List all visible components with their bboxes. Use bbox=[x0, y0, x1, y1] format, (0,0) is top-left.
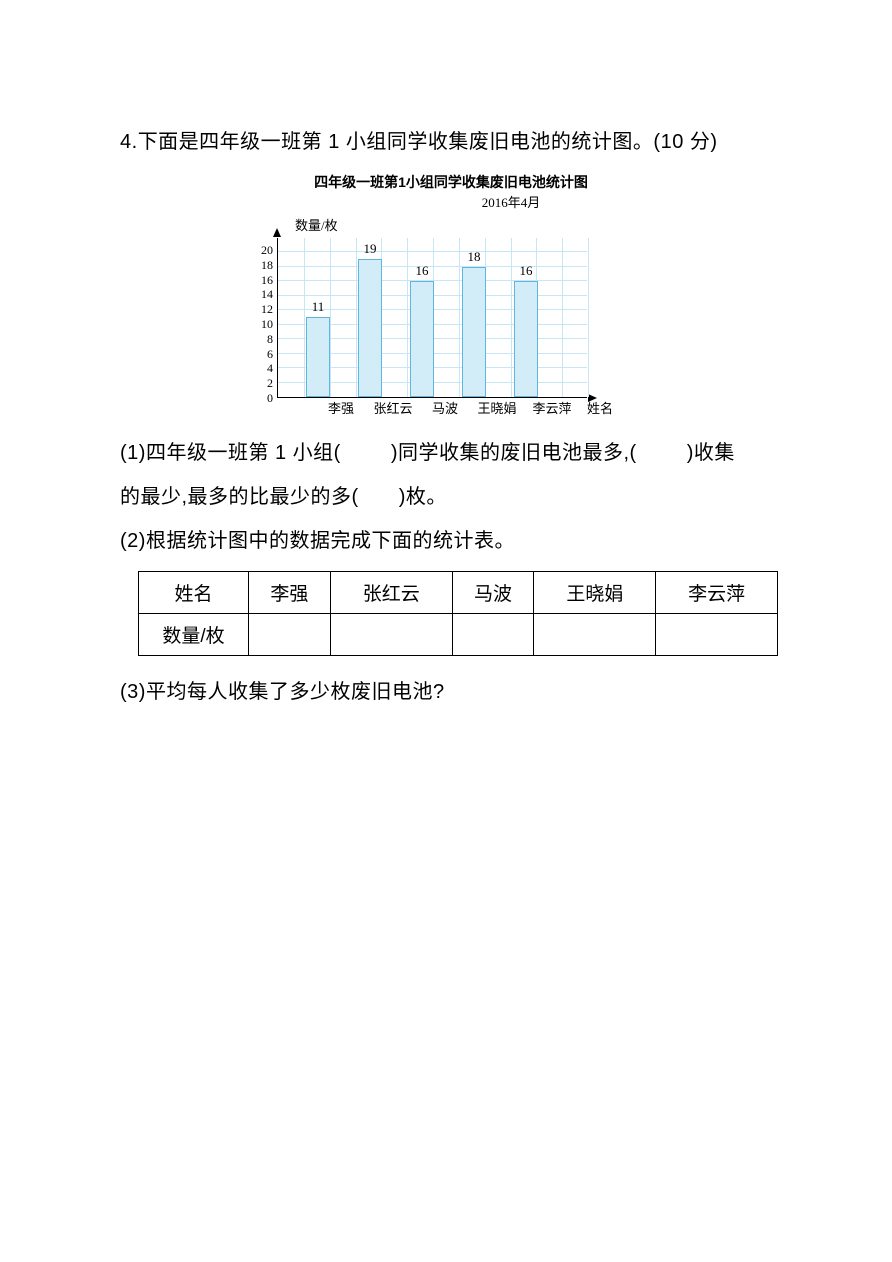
gridline-v bbox=[511, 238, 512, 397]
header-label: 姓名 bbox=[139, 572, 249, 614]
col-2: 马波 bbox=[452, 572, 534, 614]
x-tick: 李云萍 bbox=[523, 398, 581, 417]
y-tick: 4 bbox=[267, 361, 273, 375]
y-tick: 16 bbox=[261, 273, 273, 287]
bar bbox=[410, 281, 434, 397]
y-tick: 2 bbox=[267, 376, 273, 390]
bar bbox=[514, 281, 538, 397]
x-axis-arrow-icon bbox=[588, 394, 597, 402]
y-tick: 14 bbox=[261, 287, 273, 301]
gridline-v bbox=[407, 238, 408, 397]
gridline-v bbox=[356, 238, 357, 397]
x-tick: 张红云 bbox=[367, 398, 419, 417]
y-tick: 18 bbox=[261, 258, 273, 272]
bar-value-label: 18 bbox=[459, 249, 489, 265]
data-row-label: 数量/枚 bbox=[139, 614, 249, 656]
x-tick: 王晓娟 bbox=[471, 398, 523, 417]
col-0: 李强 bbox=[249, 572, 331, 614]
q-number: 4. bbox=[120, 131, 138, 153]
cell-1 bbox=[330, 614, 452, 656]
y-tick: 8 bbox=[267, 332, 273, 346]
bar-value-label: 16 bbox=[511, 263, 541, 279]
chart-container: 四年级一班第1小组同学收集废旧电池统计图 2016年4月 数量/枚 201816… bbox=[120, 172, 782, 417]
bar-value-label: 16 bbox=[407, 263, 437, 279]
chart-title: 四年级一班第1小组同学收集废旧电池统计图 bbox=[261, 172, 641, 192]
y-ticks: 20181614121086420 bbox=[261, 243, 273, 405]
q1-pre: (1)四年级一班第 1 小组( bbox=[120, 442, 341, 464]
plot-area: 11 19 16 18 16 bbox=[277, 238, 587, 398]
q1-mid1: )同学收集的废旧电池最多,( bbox=[391, 442, 637, 464]
y-tick: 0 bbox=[267, 391, 273, 405]
y-axis-arrow-icon bbox=[273, 228, 281, 237]
y-axis-label: 数量/枚 bbox=[295, 215, 641, 234]
table-header-row: 姓名 李强 张红云 马波 王晓娟 李云萍 bbox=[139, 572, 778, 614]
q3-text: (3)平均每人收集了多少枚废旧电池? bbox=[120, 670, 782, 714]
question-stem: 4.下面是四年级一班第 1 小组同学收集废旧电池的统计图。(10 分) bbox=[120, 120, 782, 164]
gridline-v bbox=[304, 238, 305, 397]
gridline-v bbox=[588, 238, 589, 397]
y-tick: 10 bbox=[261, 317, 273, 331]
cell-4 bbox=[656, 614, 778, 656]
gridline-v bbox=[562, 238, 563, 397]
col-3: 王晓娟 bbox=[534, 572, 656, 614]
bar bbox=[358, 259, 382, 397]
y-tick: 12 bbox=[261, 302, 273, 316]
chart-subtitle: 2016年4月 bbox=[381, 192, 641, 211]
q1-l2-pre: 的最少,最多的比最少的多( bbox=[120, 486, 359, 508]
bar-value-label: 19 bbox=[355, 241, 385, 257]
q1-mid2: )收集 bbox=[687, 442, 735, 464]
col-1: 张红云 bbox=[330, 572, 452, 614]
x-tick: 李强 bbox=[315, 398, 367, 417]
data-table: 姓名 李强 张红云 马波 王晓娟 李云萍 数量/枚 bbox=[138, 571, 778, 656]
q1-line2: 的最少,最多的比最少的多( )枚。 bbox=[120, 475, 782, 519]
q2-text: (2)根据统计图中的数据完成下面的统计表。 bbox=[120, 519, 782, 563]
y-tick: 20 bbox=[261, 243, 273, 257]
bar bbox=[306, 317, 330, 397]
cell-0 bbox=[249, 614, 331, 656]
x-tick: 马波 bbox=[419, 398, 471, 417]
q-stem-text: 下面是四年级一班第 1 小组同学收集废旧电池的统计图。(10 分) bbox=[138, 131, 718, 153]
y-tick: 6 bbox=[267, 347, 273, 361]
bar-chart: 四年级一班第1小组同学收集废旧电池统计图 2016年4月 数量/枚 201816… bbox=[261, 172, 641, 417]
cell-3 bbox=[534, 614, 656, 656]
x-ticks-inner: 李强张红云马波王晓娟李云萍 bbox=[315, 398, 581, 417]
table-data-row: 数量/枚 bbox=[139, 614, 778, 656]
plot-row: 20181614121086420 1119161816 bbox=[261, 238, 641, 398]
bar bbox=[462, 267, 486, 398]
bar-value-label: 11 bbox=[303, 299, 333, 315]
cell-2 bbox=[452, 614, 534, 656]
q1-l2-post: )枚。 bbox=[399, 486, 447, 508]
col-4: 李云萍 bbox=[656, 572, 778, 614]
q1-line1: (1)四年级一班第 1 小组( )同学收集的废旧电池最多,( )收集 bbox=[120, 431, 782, 475]
